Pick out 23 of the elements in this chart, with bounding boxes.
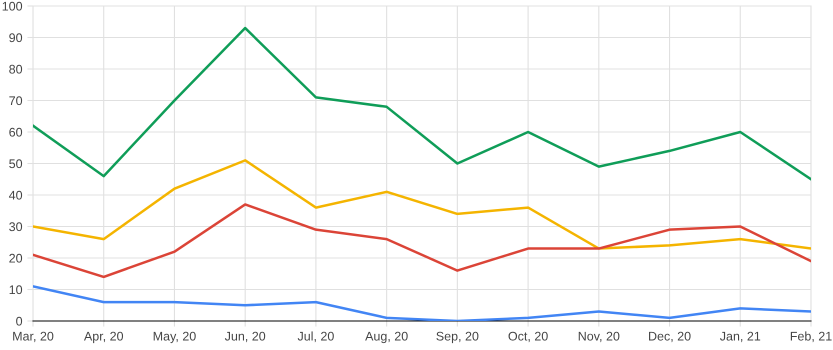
x-tick-label: Jun, 20 xyxy=(224,332,266,342)
x-tick-label: Feb, 21 xyxy=(790,331,832,342)
y-tick-label: 50 xyxy=(9,159,22,168)
y-tick-label: 100 xyxy=(2,2,22,11)
y-tick-label: 20 xyxy=(9,254,22,263)
x-tick-label: Dec, 20 xyxy=(649,332,691,342)
y-tick-label: 0 xyxy=(16,316,22,326)
x-tick-label: Apr, 20 xyxy=(84,332,124,344)
x-tick-label: Jul, 20 xyxy=(298,331,334,342)
x-tick-label: Mar, 20 xyxy=(13,332,54,342)
y-tick-label: 90 xyxy=(9,33,22,42)
y-tick-label: 40 xyxy=(8,190,22,200)
x-tick-label: Sep, 20 xyxy=(436,332,478,344)
x-tick-label: Nov, 20 xyxy=(578,332,620,342)
y-tick-label: 60 xyxy=(9,128,22,137)
y-tick-label: 70 xyxy=(9,96,22,106)
y-tick-label: 30 xyxy=(9,222,22,232)
x-tick-label: May, 20 xyxy=(154,332,196,344)
y-tick-label: 80 xyxy=(9,64,22,74)
x-tick-label: Jan, 21 xyxy=(720,332,760,342)
x-tick-label: Aug, 20 xyxy=(365,332,408,344)
y-tick-label: 10 xyxy=(10,285,22,294)
x-tick-label: Oct, 20 xyxy=(508,332,548,342)
